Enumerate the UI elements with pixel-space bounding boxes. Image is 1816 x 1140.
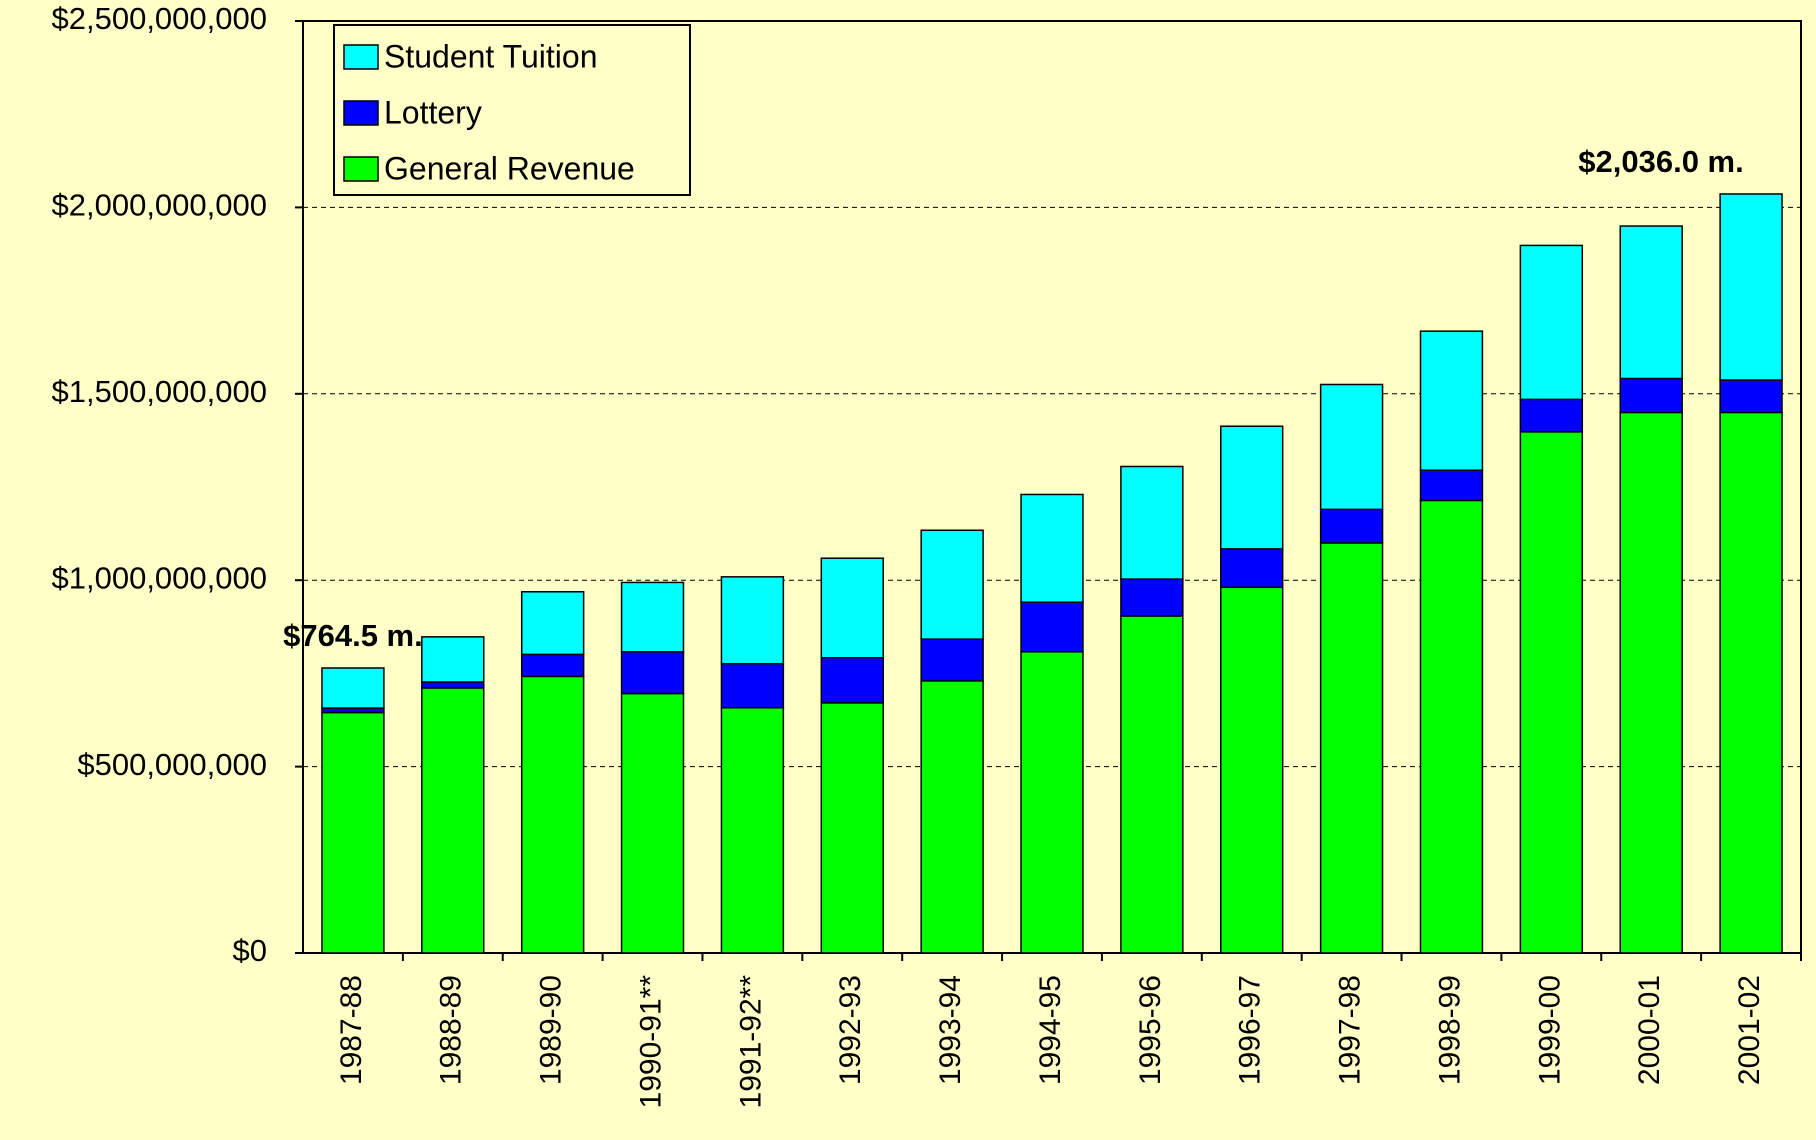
bar-segment bbox=[1719, 411, 1783, 954]
x-tick-label: 1995-96 bbox=[1134, 975, 1167, 1085]
bar-segment bbox=[1619, 225, 1683, 380]
legend-label: Lottery bbox=[384, 94, 482, 130]
legend-swatch bbox=[343, 100, 379, 126]
bar-segment bbox=[1220, 548, 1284, 589]
bar-segment bbox=[421, 687, 485, 954]
legend-label: Student Tuition bbox=[384, 38, 597, 74]
bar-segment bbox=[620, 581, 685, 653]
bar-segment bbox=[720, 706, 785, 954]
bar-segment bbox=[1020, 651, 1084, 954]
legend: Student Tuition Lottery General Revenue bbox=[333, 24, 691, 196]
y-tick-label: $2,000,000,000 bbox=[52, 188, 268, 223]
x-tick-label: 1991-92** bbox=[734, 975, 767, 1109]
bar-segment bbox=[520, 675, 585, 954]
bar-segment bbox=[1319, 508, 1384, 544]
bar-segment bbox=[1120, 578, 1184, 617]
bar-segment bbox=[1419, 499, 1484, 954]
bar-segment bbox=[1619, 377, 1683, 414]
bar-segment bbox=[820, 656, 884, 704]
bar-segment bbox=[1619, 411, 1683, 954]
x-tick-label: 1994-95 bbox=[1034, 975, 1067, 1085]
bar-segment bbox=[820, 557, 884, 659]
bar-segment bbox=[920, 529, 984, 640]
bar-segment bbox=[421, 681, 485, 689]
x-tick-label: 1990-91** bbox=[634, 975, 667, 1109]
bar-segment bbox=[720, 576, 785, 665]
bar-segment bbox=[720, 662, 785, 709]
bar-segment bbox=[520, 653, 585, 678]
bar-segment bbox=[920, 680, 984, 954]
legend-box bbox=[333, 24, 691, 196]
bar-segment bbox=[1519, 244, 1584, 401]
y-tick-label: $500,000,000 bbox=[77, 747, 267, 782]
y-tick-label: $1,500,000,000 bbox=[52, 374, 268, 409]
legend-swatch bbox=[343, 156, 379, 182]
legend-swatch bbox=[343, 44, 379, 70]
y-tick-label: $1,000,000,000 bbox=[52, 560, 268, 595]
bar-segment bbox=[1220, 586, 1284, 954]
x-tick-label: 1987-88 bbox=[335, 975, 368, 1085]
annotation: $764.5 m. bbox=[283, 618, 423, 653]
bar-segment bbox=[1020, 493, 1084, 603]
bar-segment bbox=[1419, 330, 1484, 471]
bar-segment bbox=[1120, 615, 1184, 954]
x-tick-label: 2001-02 bbox=[1733, 975, 1766, 1085]
bar-segment bbox=[1719, 379, 1783, 414]
bar-segment bbox=[1719, 193, 1783, 381]
bar-segment bbox=[1519, 398, 1584, 433]
bar-segment bbox=[1220, 425, 1284, 550]
bar-segment bbox=[421, 636, 485, 683]
y-tick-label: $0 bbox=[233, 933, 267, 968]
x-tick-label: 1998-99 bbox=[1433, 975, 1466, 1085]
y-tick-label: $2,500,000,000 bbox=[52, 1, 268, 36]
x-tick-label: 1993-94 bbox=[934, 975, 967, 1085]
bar-segment bbox=[321, 667, 385, 709]
bar-segment bbox=[620, 651, 685, 695]
x-tick-label: 1992-93 bbox=[834, 975, 867, 1085]
x-tick-label: 1999-00 bbox=[1533, 975, 1566, 1085]
x-tick-label: 1997-98 bbox=[1334, 975, 1367, 1085]
x-tick-label: 1989-90 bbox=[535, 975, 568, 1085]
annotation: $2,036.0 m. bbox=[1578, 144, 1743, 179]
bar-segment bbox=[1519, 431, 1584, 954]
bar-segment bbox=[920, 638, 984, 682]
bar-segment bbox=[321, 711, 385, 954]
legend-label: General Revenue bbox=[384, 150, 635, 186]
x-tick-label: 1988-89 bbox=[435, 975, 468, 1085]
bar-segment bbox=[620, 692, 685, 954]
bar-segment bbox=[520, 591, 585, 656]
x-tick-label: 1996-97 bbox=[1234, 975, 1267, 1085]
bar-segment bbox=[1319, 383, 1384, 511]
bar-segment bbox=[1419, 469, 1484, 502]
bar-segment bbox=[820, 702, 884, 954]
x-tick-label: 2000-01 bbox=[1633, 975, 1666, 1085]
bar-segment bbox=[1120, 465, 1184, 580]
bar-segment bbox=[1319, 542, 1384, 954]
bar-segment bbox=[1020, 601, 1084, 653]
